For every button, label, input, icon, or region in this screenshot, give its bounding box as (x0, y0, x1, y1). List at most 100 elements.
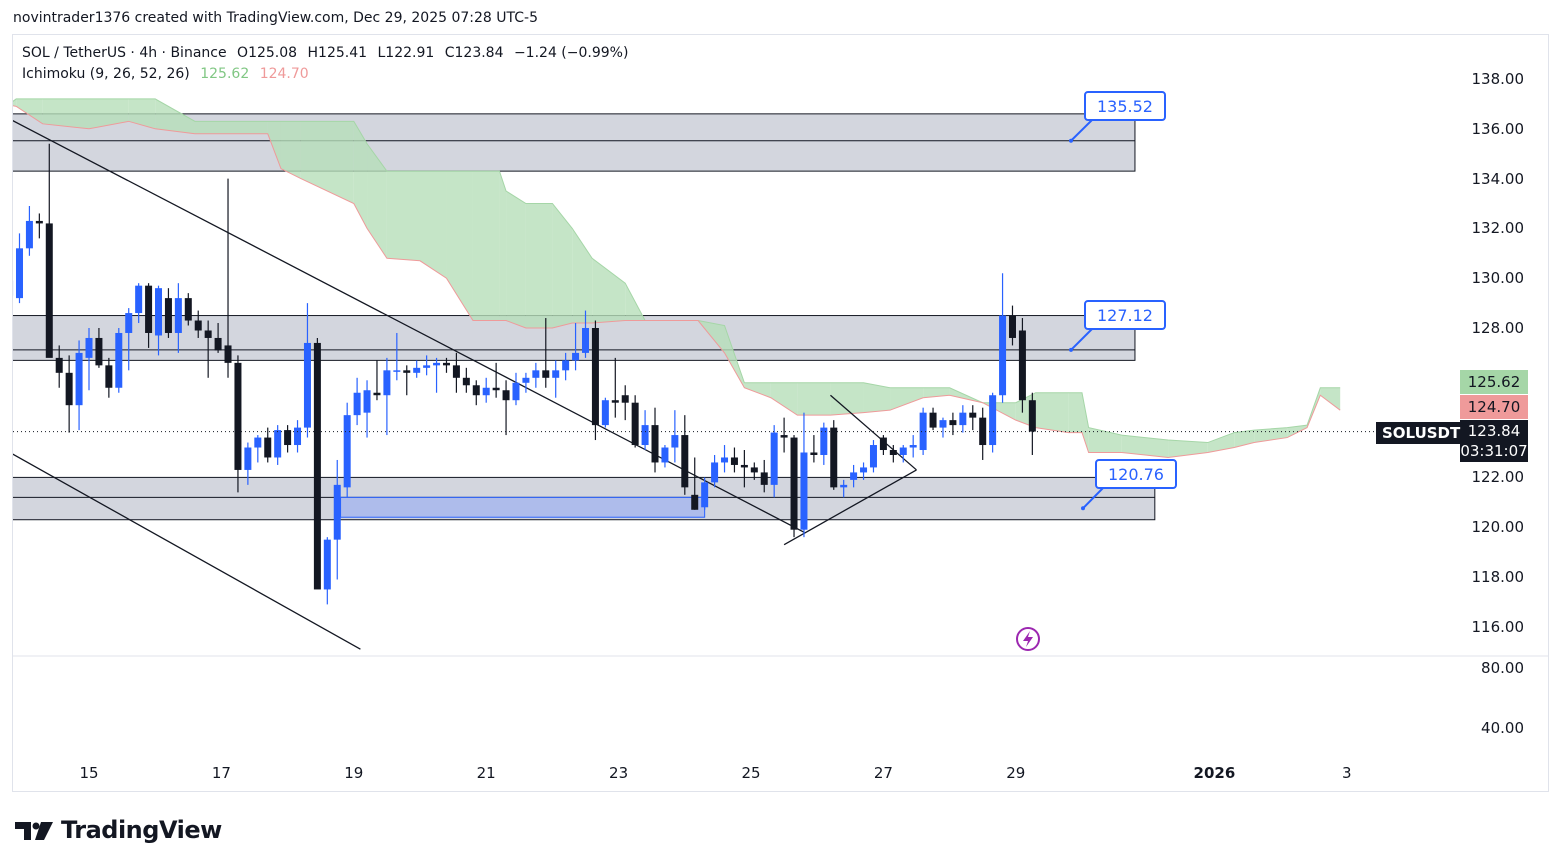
candle[interactable] (433, 357, 441, 393)
candle[interactable] (582, 310, 589, 358)
tradingview-brand[interactable]: TradingView (15, 816, 222, 844)
candle[interactable] (621, 385, 629, 421)
candle[interactable] (671, 410, 679, 463)
candle[interactable] (452, 352, 460, 393)
candle[interactable] (830, 420, 838, 490)
candle[interactable] (879, 435, 887, 455)
candle[interactable] (572, 323, 580, 371)
candle[interactable] (333, 459, 341, 580)
flash-event-icon[interactable] (1016, 627, 1040, 651)
candle[interactable] (194, 310, 202, 338)
candle[interactable] (105, 357, 113, 398)
candle[interactable] (711, 454, 719, 488)
candle[interactable] (959, 405, 967, 433)
candle[interactable] (303, 303, 311, 438)
candle[interactable] (1028, 392, 1036, 455)
candle[interactable] (989, 392, 997, 453)
candle[interactable] (800, 412, 808, 538)
candle[interactable] (869, 440, 877, 473)
candle[interactable] (85, 328, 93, 391)
candle[interactable] (323, 537, 331, 605)
candle[interactable] (949, 412, 957, 436)
candle[interactable] (969, 405, 977, 431)
candle[interactable] (35, 213, 43, 239)
candle[interactable] (15, 233, 23, 304)
candle[interactable] (174, 283, 182, 353)
candle[interactable] (313, 337, 321, 590)
candle[interactable] (25, 205, 33, 256)
candle[interactable] (651, 407, 659, 473)
candle[interactable] (760, 459, 768, 493)
candle[interactable] (999, 273, 1007, 403)
candle[interactable] (244, 442, 252, 485)
candle[interactable] (889, 445, 897, 463)
triangle-upper-line[interactable] (830, 394, 917, 471)
candle[interactable] (512, 372, 520, 406)
candle[interactable] (442, 357, 450, 373)
candle[interactable] (591, 320, 599, 441)
candle[interactable] (552, 360, 560, 398)
candle[interactable] (562, 352, 570, 381)
candle[interactable] (810, 435, 818, 463)
candle[interactable] (403, 365, 411, 396)
candle[interactable] (1008, 305, 1016, 346)
candle[interactable] (929, 407, 937, 431)
candle[interactable] (522, 372, 530, 393)
candle[interactable] (860, 462, 868, 480)
candle[interactable] (6, 276, 14, 301)
candle[interactable] (701, 477, 709, 510)
candle[interactable] (721, 445, 729, 473)
candle[interactable] (353, 377, 361, 426)
candle[interactable] (730, 447, 738, 473)
candle[interactable] (45, 143, 53, 358)
callout-135-52[interactable]: 135.52 (1084, 91, 1166, 121)
candle[interactable] (343, 402, 351, 498)
candle[interactable] (472, 380, 480, 406)
candle[interactable] (790, 435, 798, 538)
candle[interactable] (264, 427, 272, 463)
callout-120-76[interactable]: 120.76 (1095, 459, 1177, 489)
candle[interactable] (224, 178, 232, 378)
candle[interactable] (939, 417, 947, 438)
candle[interactable] (214, 323, 222, 353)
candle[interactable] (65, 355, 73, 433)
candle[interactable] (909, 435, 917, 458)
candle[interactable] (542, 318, 550, 388)
candle[interactable] (0, 256, 3, 323)
triangle-lower-line[interactable] (783, 469, 917, 546)
candle[interactable] (681, 415, 689, 495)
candle[interactable] (75, 340, 83, 431)
candle[interactable] (363, 380, 371, 438)
candle[interactable] (462, 367, 470, 393)
candle[interactable] (164, 288, 172, 338)
candle[interactable] (115, 328, 123, 393)
candle[interactable] (919, 407, 927, 455)
candle[interactable] (532, 362, 540, 388)
candle[interactable] (284, 425, 292, 453)
candle[interactable] (820, 422, 828, 465)
candle[interactable] (135, 283, 143, 324)
order-block-zone[interactable] (340, 496, 706, 518)
candle[interactable] (184, 293, 192, 326)
candle[interactable] (482, 377, 490, 403)
candle[interactable] (740, 450, 748, 488)
candle[interactable] (611, 357, 619, 418)
channel-lower-line[interactable] (0, 423, 361, 650)
callout-127-12[interactable]: 127.12 (1084, 300, 1166, 330)
candle[interactable] (393, 332, 401, 381)
candle[interactable] (850, 464, 858, 488)
candle[interactable] (155, 285, 163, 356)
indicator-legend[interactable]: Ichimoku (9, 26, 52, 26) 125.62 124.70 (22, 66, 309, 82)
candle[interactable] (691, 457, 699, 510)
candle[interactable] (631, 395, 639, 448)
candle[interactable] (601, 397, 609, 428)
candle[interactable] (95, 328, 103, 368)
candle[interactable] (770, 425, 778, 498)
candle[interactable] (234, 355, 242, 493)
candle[interactable] (125, 308, 133, 371)
candle[interactable] (641, 410, 649, 451)
candle[interactable] (413, 360, 421, 378)
candle[interactable] (55, 345, 63, 388)
candle[interactable] (492, 362, 500, 398)
